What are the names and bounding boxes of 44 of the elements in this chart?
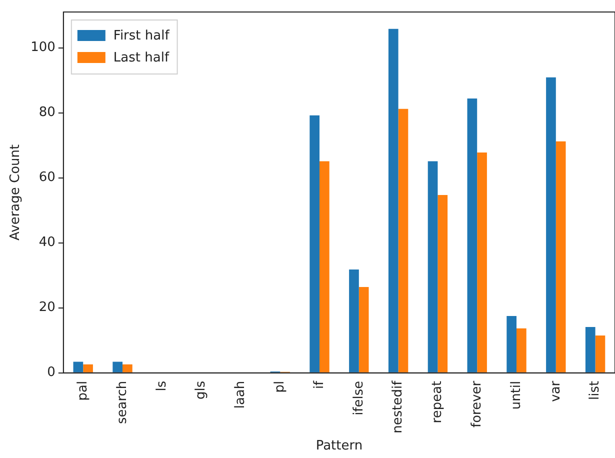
bar [477,152,487,372]
y-tick-label: 60 [38,170,56,186]
bar [428,161,438,372]
x-tick-label: search [114,380,130,424]
x-tick-label: pal [75,380,90,401]
bar [320,161,330,372]
x-tick-label: var [548,380,564,402]
x-tick-label: if [312,380,327,390]
x-tick-label: laah [233,380,248,409]
y-axis-title: Average Count [8,144,24,240]
bar [556,141,566,372]
legend-label: First half [113,28,170,44]
x-tick-label: list [588,380,603,400]
bar [467,98,478,372]
bar [585,327,596,372]
bar [112,362,123,372]
bar [358,287,369,372]
legend-label: Last half [113,50,170,66]
y-tick-label: 80 [38,105,56,120]
bar [122,364,132,372]
x-tick-label: nestedif [390,380,406,434]
x-tick-label: repeat [430,380,446,424]
x-tick-label: ls [154,380,170,392]
y-tick-label: 40 [38,235,56,250]
bar [516,328,526,372]
bar [310,115,320,372]
bar [546,77,556,372]
bar [83,364,93,372]
bar [73,362,84,372]
x-tick-label: pl [272,380,288,393]
y-tick-label: 20 [38,300,56,316]
x-tick-label: ifelse [351,380,366,416]
bar [595,335,606,372]
bar [398,108,408,372]
bar [388,28,398,372]
x-tick-label: forever [469,380,484,428]
bar [349,269,359,372]
y-tick-label: 0 [47,365,56,380]
bar [506,316,517,372]
bar [438,195,448,372]
x-axis-title: Pattern [316,438,363,454]
x-tick-label: until [508,380,524,410]
y-tick-label: 100 [30,40,56,56]
x-tick-label: gls [194,380,209,400]
